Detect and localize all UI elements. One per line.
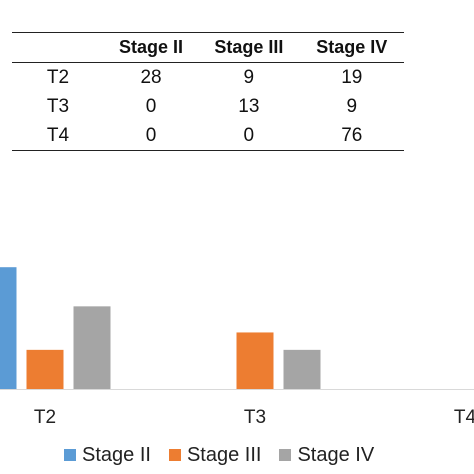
legend-label: Stage III [186, 443, 262, 466]
table-header-stage-iv: Stage IV [316, 37, 388, 57]
table-row-label: T4 [46, 124, 70, 146]
table-cell: 0 [145, 95, 157, 117]
legend-label: Stage IV [297, 443, 375, 466]
legend-item-stage-iii: Stage III [168, 443, 262, 467]
legend-label: Stage II [82, 443, 151, 466]
table-row-label: T2 [46, 66, 70, 88]
bar-t3-stage-iv [283, 349, 321, 389]
table-cell: 9 [346, 95, 358, 117]
legend-item-stage-ii: Stage II [64, 444, 151, 467]
table-row: T4 0 0 76 [12, 121, 404, 151]
legend-swatch [64, 449, 76, 461]
table-cell: 28 [140, 66, 162, 88]
table-row: T3 0 13 9 [12, 92, 404, 121]
table-cell: 19 [341, 66, 363, 88]
x-tick-label: T3 [244, 407, 266, 428]
table-cell: 0 [243, 124, 255, 146]
legend-swatch [279, 449, 292, 461]
table-row: T2 28 9 19 [12, 63, 404, 93]
table-header-stage-ii: Stage II [119, 37, 184, 57]
table-cell: 9 [243, 66, 255, 88]
bar-t2-stage-iv [73, 306, 111, 389]
table-header-row: Stage II Stage III Stage IV [12, 32, 404, 63]
table-cell: 13 [238, 95, 260, 117]
table-cell: 0 [145, 124, 157, 146]
bar-t3-stage-iii [236, 332, 274, 389]
legend-item-stage-iv: Stage IV [279, 444, 374, 467]
legend-swatch [168, 449, 181, 461]
legend: Stage II Stage III Stage IV [64, 440, 392, 470]
table-row-label: T3 [46, 95, 70, 117]
x-tick-label: T2 [34, 407, 56, 428]
table-header-stage-iii: Stage III [214, 37, 284, 57]
bar-t2-stage-ii [0, 267, 17, 389]
x-tick-labels: T2 T3 T4 [34, 407, 474, 428]
bar-chart: T2 T3 T4 [0, 267, 474, 428]
bar-t2-stage-iii [26, 349, 64, 389]
table-cell: 76 [341, 124, 363, 146]
bar-group [0, 267, 321, 389]
data-table: Stage II Stage III Stage IV T2 28 9 19 T… [12, 32, 404, 151]
x-tick-label: T4 [454, 407, 474, 428]
